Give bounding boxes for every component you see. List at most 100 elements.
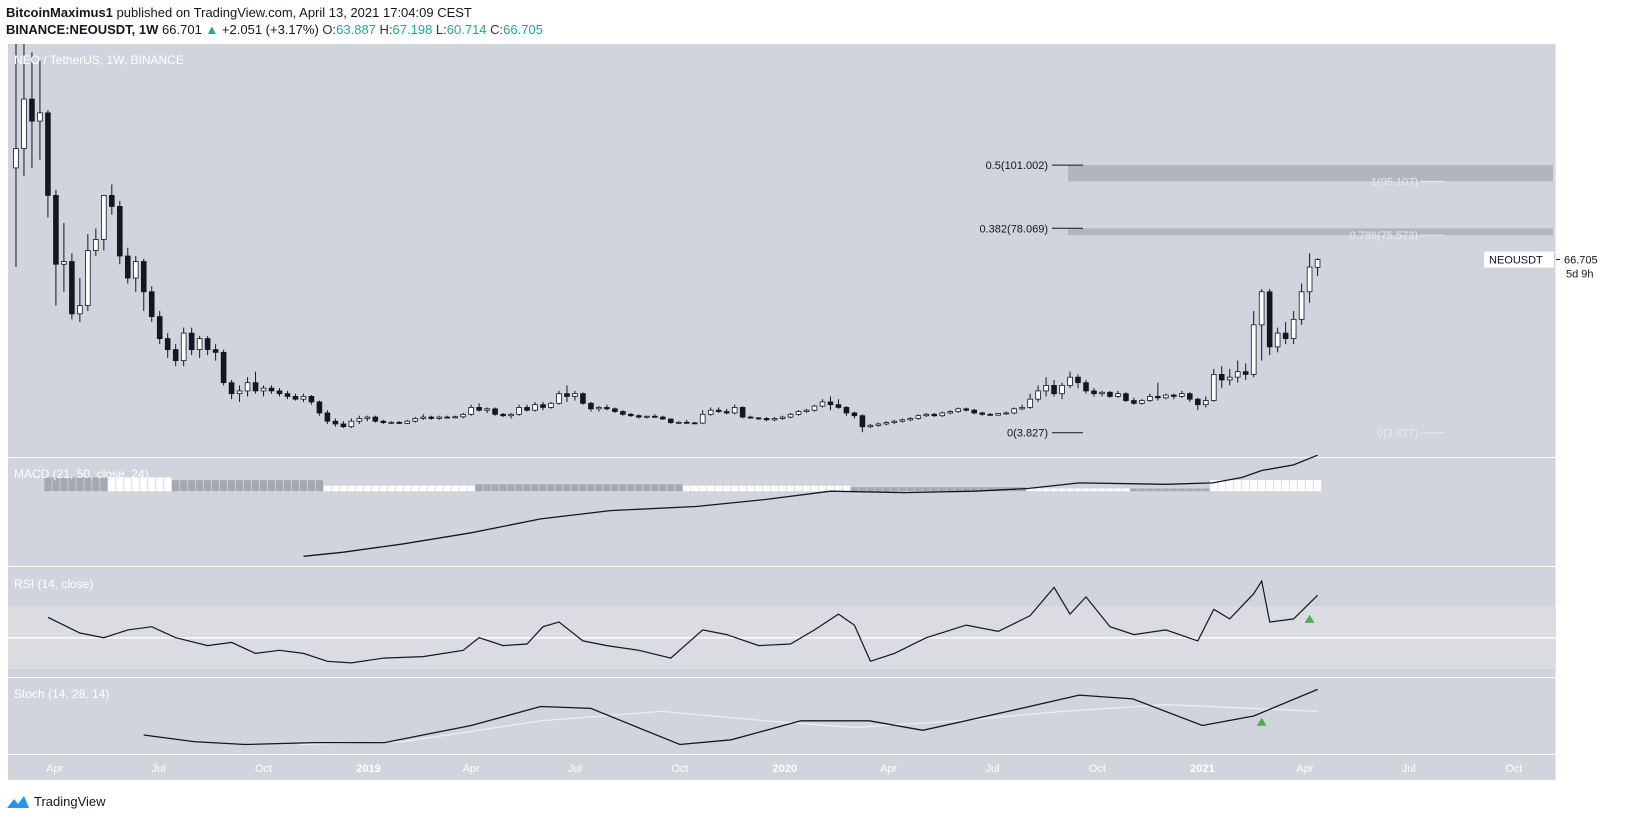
macd-histogram-bar bbox=[68, 477, 76, 492]
candle-body bbox=[85, 250, 91, 306]
macd-histogram-bar bbox=[251, 480, 260, 492]
candle-body bbox=[1163, 394, 1169, 399]
macd-histogram-bar bbox=[1274, 480, 1282, 492]
candle-body bbox=[1202, 400, 1209, 406]
candle-body bbox=[124, 255, 131, 279]
resistance-zone bbox=[1068, 165, 1553, 182]
candle-body bbox=[1187, 393, 1193, 400]
candle-body bbox=[164, 338, 171, 351]
macd-histogram-bar bbox=[794, 485, 803, 492]
macd-histogram-bar bbox=[387, 485, 395, 492]
time-axis-tick: Apr bbox=[46, 763, 63, 775]
candle-body bbox=[1274, 332, 1281, 348]
macd-histogram-bar bbox=[172, 480, 180, 492]
candle-body bbox=[548, 402, 554, 408]
macd-histogram-bar bbox=[1290, 480, 1298, 492]
macd-histogram-bar bbox=[770, 485, 779, 492]
candle-body bbox=[747, 416, 754, 419]
candle-body bbox=[1043, 385, 1049, 392]
candle-body bbox=[132, 261, 139, 279]
candle-body bbox=[636, 415, 642, 418]
macd-histogram-bar bbox=[523, 484, 531, 492]
macd-histogram-bar bbox=[938, 487, 946, 492]
candle-body bbox=[819, 401, 826, 407]
candle-body bbox=[61, 261, 67, 265]
candle-body bbox=[859, 415, 866, 428]
candle-body bbox=[699, 413, 706, 424]
fib-level-label: 0.5(101.002) bbox=[986, 160, 1048, 172]
candle-body bbox=[628, 413, 634, 417]
price-change: +2.051 (+3.17%) bbox=[221, 22, 319, 37]
macd-histogram-bar bbox=[994, 487, 1002, 492]
macd-histogram-bar bbox=[355, 485, 363, 492]
candle-body bbox=[931, 413, 938, 417]
candle-body bbox=[101, 195, 107, 240]
candle-body bbox=[428, 416, 435, 419]
macd-histogram-bar bbox=[307, 480, 316, 492]
candle-body bbox=[356, 418, 363, 422]
macd-histogram-bar bbox=[739, 485, 747, 492]
candle-body bbox=[228, 382, 235, 395]
publish-header: BitcoinMaximus1 published on TradingView… bbox=[6, 5, 472, 20]
candle-body bbox=[109, 195, 115, 207]
macd-histogram-bar bbox=[667, 484, 675, 492]
candle-body bbox=[396, 421, 403, 424]
candle-body bbox=[212, 349, 219, 353]
macd-axis-tick: 0 bbox=[1566, 486, 1572, 498]
macd-histogram-bar bbox=[467, 485, 475, 492]
macd-histogram-bar bbox=[1242, 480, 1250, 492]
price-pane[interactable] bbox=[8, 44, 1556, 457]
macd-histogram-bar bbox=[635, 484, 643, 492]
chart-canvas[interactable]: 0.5(101.002) 0.382(78.069) 0(3.827) 1(95.10… bbox=[0, 0, 1627, 790]
candle-body bbox=[979, 412, 985, 415]
candle-body bbox=[412, 418, 419, 422]
macd-histogram-bar bbox=[132, 477, 140, 492]
candle-body bbox=[236, 390, 243, 395]
macd-histogram-bar bbox=[363, 485, 371, 492]
time-axis-tick: Apr bbox=[880, 763, 897, 775]
macd-histogram-bar bbox=[810, 485, 819, 492]
candle-body bbox=[1218, 373, 1225, 381]
candle-body bbox=[1242, 371, 1249, 375]
candle-body bbox=[612, 408, 618, 412]
macd-histogram-bar bbox=[475, 484, 483, 492]
macd-histogram-bar bbox=[60, 477, 68, 492]
author-name[interactable]: BitcoinMaximus1 bbox=[6, 5, 113, 20]
macd-histogram-bar bbox=[1250, 480, 1258, 492]
tradingview-footer[interactable]: TradingView bbox=[6, 794, 106, 809]
candle-body bbox=[260, 387, 267, 392]
candle-body bbox=[707, 409, 714, 415]
candle-body bbox=[452, 416, 458, 419]
candle-body bbox=[1266, 291, 1273, 348]
close-label: C: bbox=[490, 22, 504, 37]
candle-body bbox=[476, 407, 482, 411]
candle-body bbox=[460, 413, 466, 418]
candle-body bbox=[763, 418, 770, 421]
macd-histogram-bar bbox=[802, 485, 811, 492]
candle-body bbox=[508, 413, 514, 417]
macd-pane[interactable] bbox=[8, 458, 1556, 566]
candle-body bbox=[37, 112, 43, 122]
candle-body bbox=[779, 416, 786, 419]
macd-histogram-bar bbox=[1034, 488, 1042, 492]
candle-body bbox=[532, 404, 538, 411]
candle-body bbox=[1171, 394, 1177, 397]
candle-body bbox=[292, 396, 299, 400]
candle-body bbox=[915, 415, 922, 419]
macd-histogram-bar bbox=[946, 487, 954, 492]
candle-body bbox=[380, 420, 387, 423]
time-axis[interactable] bbox=[8, 755, 1556, 780]
macd-histogram-bar bbox=[747, 485, 755, 492]
macd-histogram-bar bbox=[834, 485, 843, 492]
stoch-pane[interactable] bbox=[8, 678, 1556, 754]
macd-histogram-bar bbox=[92, 477, 100, 492]
macd-histogram-bar bbox=[1313, 480, 1322, 492]
macd-histogram-bar bbox=[267, 480, 276, 492]
macd-histogram-bar bbox=[243, 480, 252, 492]
resistance-zone bbox=[1068, 228, 1553, 236]
candle-body bbox=[1051, 385, 1057, 395]
time-axis-tick: Jul bbox=[152, 763, 166, 775]
price-axis-tick: 20 bbox=[1566, 383, 1578, 395]
macd-histogram-bar bbox=[914, 487, 922, 492]
macd-histogram-bar bbox=[323, 485, 331, 492]
